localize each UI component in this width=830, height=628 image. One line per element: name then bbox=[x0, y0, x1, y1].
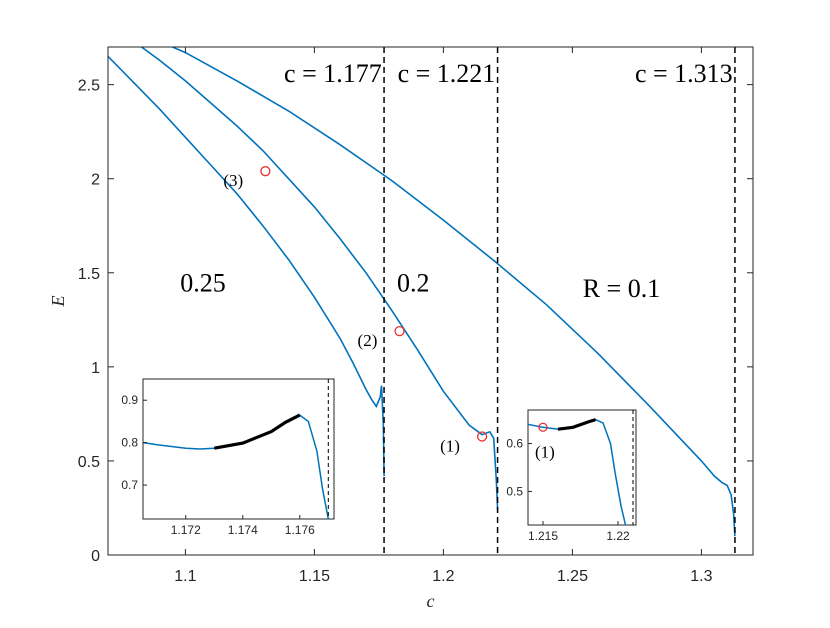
curve-label-0: 0.25 bbox=[180, 269, 226, 298]
inset-0-y-tick-label-0: 0.7 bbox=[121, 478, 138, 492]
inset-0-x-tick-label-2: 1.176 bbox=[285, 523, 315, 537]
y-tick-label-4: 2 bbox=[91, 172, 100, 189]
y-axis-label: E bbox=[48, 296, 68, 308]
inset-marker-1 bbox=[538, 422, 548, 432]
x-tick-label-1: 1.15 bbox=[299, 568, 330, 585]
y-tick-label-5: 2.5 bbox=[78, 78, 100, 95]
inset-1-y-tick-label-1: 0.6 bbox=[506, 437, 523, 451]
marker-label-1: (2) bbox=[358, 331, 378, 350]
vline-label-2: c = 1.313 bbox=[635, 59, 733, 88]
series-line-0 bbox=[108, 55, 385, 477]
inset-1-x-tick-label-0: 1.215 bbox=[528, 529, 558, 543]
x-axis-label: c bbox=[427, 591, 435, 611]
inset-0-x-tick-label-1: 1.174 bbox=[228, 523, 258, 537]
vline-label-0: c = 1.177 bbox=[284, 59, 382, 88]
marker-label-2: (1) bbox=[440, 436, 460, 455]
series-line-1 bbox=[141, 47, 499, 510]
x-tick-label-2: 1.2 bbox=[432, 568, 454, 585]
y-tick-label-0: 0 bbox=[91, 548, 100, 565]
curve-label-2: R = 0.1 bbox=[583, 274, 661, 303]
x-tick-label-0: 1.1 bbox=[174, 568, 196, 585]
inset-1-y-tick-label-0: 0.5 bbox=[506, 484, 523, 498]
inset-0-x-tick-label-0: 1.172 bbox=[171, 523, 201, 537]
marker-2 bbox=[476, 431, 488, 442]
plot-frame bbox=[107, 46, 754, 556]
y-tick-label-2: 1 bbox=[91, 360, 100, 377]
inset-frame-0 bbox=[142, 378, 335, 520]
marker-label-0: (3) bbox=[223, 171, 243, 190]
inset-bold-segment-0 bbox=[214, 413, 301, 450]
curve-label-1: 0.2 bbox=[397, 269, 430, 298]
inset-1-x-tick-label-1: 1.22 bbox=[606, 529, 630, 543]
x-tick-label-4: 1.3 bbox=[690, 568, 712, 585]
vline-label-1: c = 1.221 bbox=[398, 59, 496, 88]
series-line-2 bbox=[172, 47, 736, 537]
inset-bold-segment-1 bbox=[557, 418, 596, 431]
inset-marker-label-1: (1) bbox=[535, 442, 555, 461]
y-tick-label-3: 1.5 bbox=[78, 266, 100, 283]
x-tick-label-3: 1.25 bbox=[557, 568, 588, 585]
marker-1 bbox=[394, 325, 405, 337]
inset-0-y-tick-label-1: 0.8 bbox=[121, 436, 138, 450]
y-tick-label-1: 0.5 bbox=[78, 454, 100, 471]
marker-0 bbox=[260, 166, 271, 177]
inset-0-y-tick-label-2: 0.9 bbox=[121, 393, 138, 407]
